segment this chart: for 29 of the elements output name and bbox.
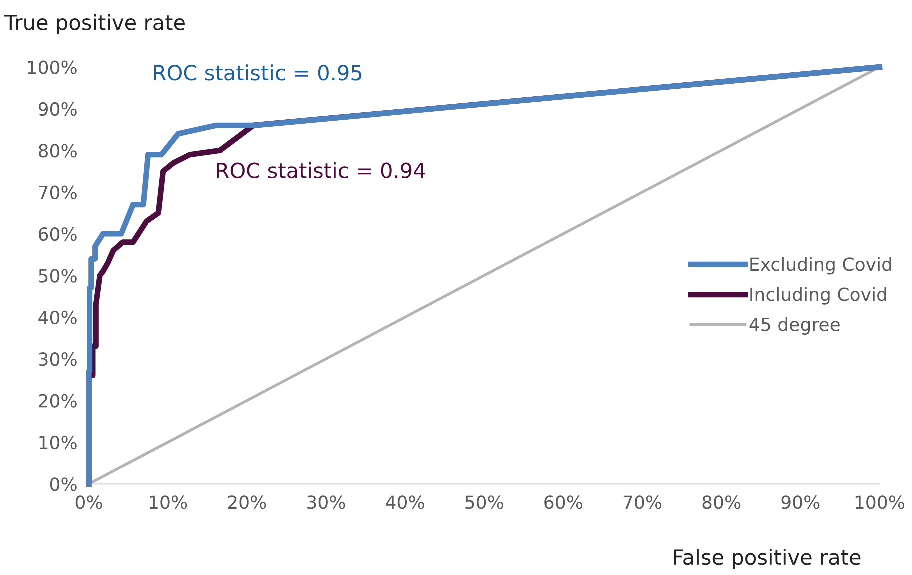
y-tick-label: 60% [39, 227, 77, 242]
x-tick-label: 50% [466, 496, 504, 510]
y-tick-label: 40% [38, 310, 77, 325]
x-axis-title: False positive rate [674, 549, 861, 570]
y-tick-label: 30% [39, 352, 77, 366]
y-tick-label: 0% [50, 478, 77, 492]
x-tick-label: 10% [150, 496, 188, 510]
y-tick-label: 70% [39, 186, 77, 200]
y-tick-label: 100% [28, 60, 77, 74]
x-tick-label: 60% [544, 496, 583, 510]
x-tick-label: 40% [386, 496, 424, 510]
legend-label: Including Covid [750, 287, 886, 305]
y-tick-label: 90% [38, 102, 77, 116]
x-tick-label: 100% [856, 496, 905, 510]
x-tick-label: 30% [308, 496, 346, 510]
x-tick-label: 70% [624, 496, 662, 510]
x-tick-label: 20% [228, 496, 266, 510]
x-tick-label: 90% [782, 496, 820, 510]
annotation: ROC statistic = 0.95 [154, 64, 362, 81]
y-tick-label: 50% [39, 269, 77, 283]
x-tick-label: 0% [76, 496, 102, 510]
x-tick-label: 80% [702, 496, 741, 510]
annotation: ROC statistic = 0.94 [217, 162, 426, 179]
legend-label: Excluding Covid [750, 257, 892, 275]
y-tick-label: 80% [38, 144, 77, 158]
legend-label: 45 degree [750, 318, 840, 335]
y-axis-title: True positive rate [4, 14, 185, 35]
y-tick-label: 20% [39, 394, 77, 408]
y-tick-label: 10% [40, 436, 77, 450]
